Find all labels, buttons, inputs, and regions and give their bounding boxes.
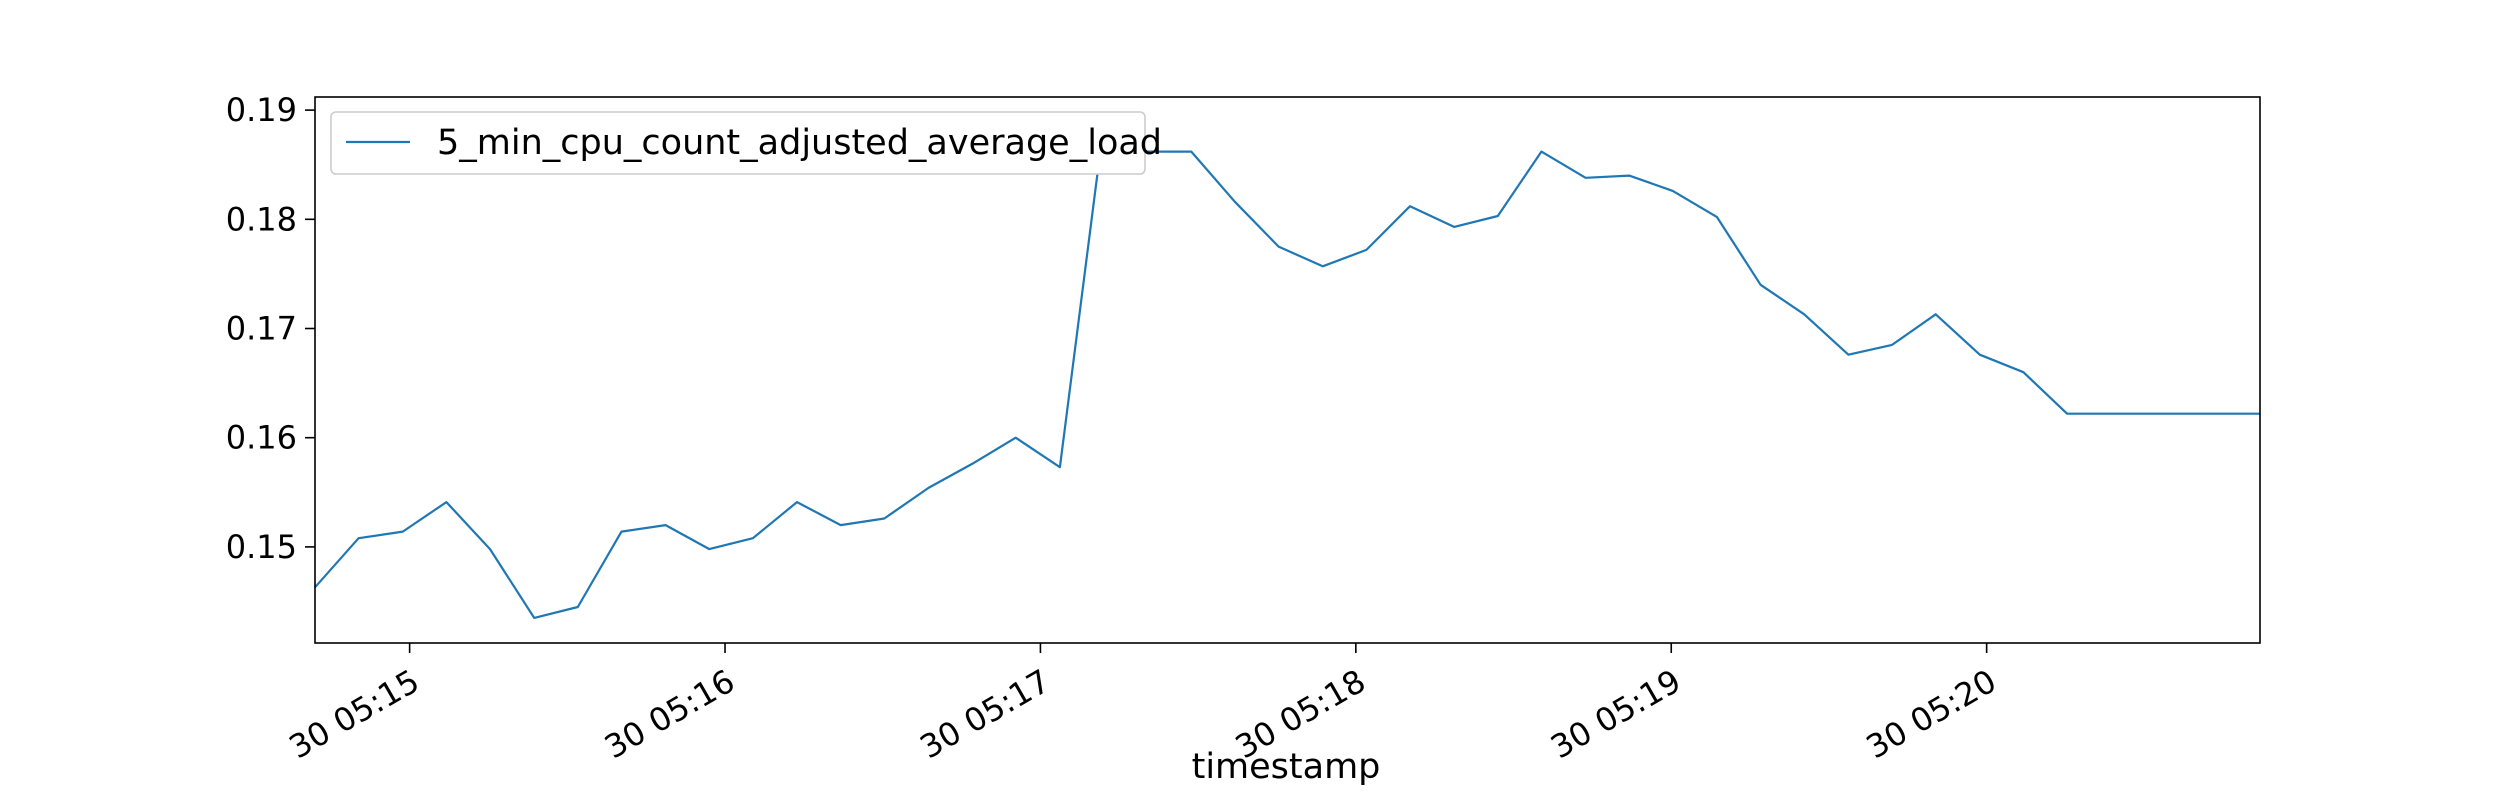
legend: 5_min_cpu_count_adjusted_average_load <box>330 111 1162 175</box>
x-axis-label: timestamp <box>1192 747 1381 787</box>
y-tick-label: 0.15 <box>226 528 297 566</box>
y-tick-label: 0.17 <box>226 310 297 348</box>
y-tick-label: 0.16 <box>226 419 297 457</box>
series-line <box>314 125 2260 620</box>
axes-frame <box>314 96 2261 644</box>
legend-box <box>330 111 1146 175</box>
legend-label: 5_min_cpu_count_adjusted_average_load <box>437 123 1162 163</box>
plot-area <box>314 125 2260 620</box>
y-axis: 0.15 0.16 0.17 0.18 0.19 <box>226 91 315 566</box>
y-tick-label: 0.18 <box>226 200 297 238</box>
y-tick-label: 0.19 <box>226 91 297 129</box>
